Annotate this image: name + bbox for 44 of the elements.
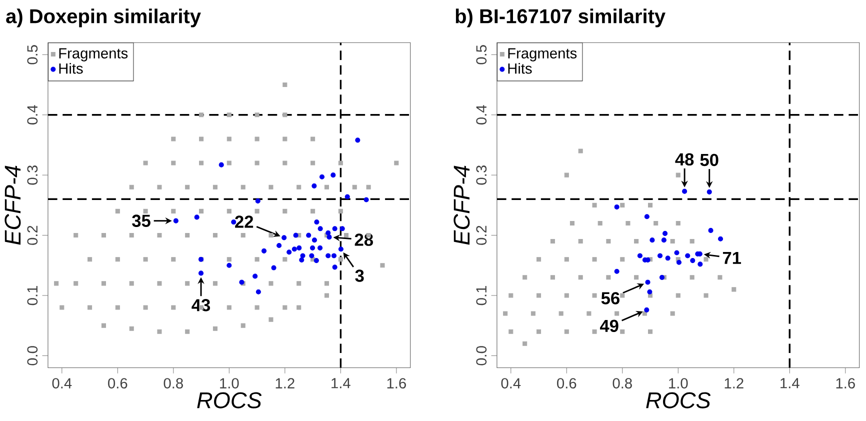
legend-label: Fragments [59, 48, 128, 62]
y-tick-label: 0.0 [27, 346, 38, 366]
annotation: 35 [132, 214, 150, 227]
y-tick-label: 0.2 [27, 226, 38, 245]
x-tick-label: 0.8 [164, 378, 183, 388]
x-axis-title: ROCS [197, 392, 262, 408]
annotation: 48 [675, 153, 694, 166]
y-tick-label: 0.3 [476, 166, 487, 185]
x-tick-label: 0.4 [52, 378, 72, 388]
y-tick-label: 0.3 [27, 166, 38, 185]
x-tick-label: 1.6 [387, 378, 406, 388]
x-tick-label: 1.4 [780, 378, 800, 388]
annotation: 49 [600, 320, 618, 332]
chart-title: a) Doxepin similarity [6, 8, 201, 28]
x-tick-label: 1.4 [332, 378, 350, 388]
y-tick-label: 0.5 [27, 45, 38, 64]
legend-label: Hits [59, 62, 83, 74]
y-tick-label: 0.1 [27, 286, 38, 306]
x-tick-label: 0.4 [501, 378, 521, 388]
x-tick-label: 0.6 [557, 378, 576, 388]
x-tick-label: 0.6 [108, 378, 128, 388]
y-tick-label: 0.1 [476, 286, 487, 306]
annotation: 50 [700, 154, 718, 166]
y-axis-title: ECFP-4 [454, 166, 470, 245]
y-tick-label: 0.4 [476, 105, 487, 124]
chart-title: b) BI-167107 similarity [456, 8, 666, 28]
y-tick-label: 0.4 [27, 105, 38, 124]
legend-label: Fragments [508, 48, 577, 62]
x-axis-title: ROCS [646, 392, 711, 408]
x-tick-label: 0.8 [612, 378, 632, 388]
y-tick-label: 0.2 [476, 226, 487, 245]
x-tick-label: 1.6 [836, 378, 855, 388]
annotation: 22 [235, 216, 254, 228]
x-tick-label: 1.0 [220, 378, 239, 388]
legend-label: Hits [508, 62, 532, 74]
annotation: 71 [722, 252, 742, 264]
y-axis-title: ECFP-4 [4, 166, 21, 245]
x-tick-label: 1.2 [724, 378, 744, 388]
y-tick-label: 0.5 [476, 45, 487, 64]
annotation: 56 [601, 292, 620, 304]
annotation: 3 [355, 270, 364, 282]
x-tick-label: 1.2 [276, 378, 294, 388]
y-tick-label: 0.0 [476, 346, 487, 366]
x-tick-label: 1.0 [669, 378, 688, 388]
